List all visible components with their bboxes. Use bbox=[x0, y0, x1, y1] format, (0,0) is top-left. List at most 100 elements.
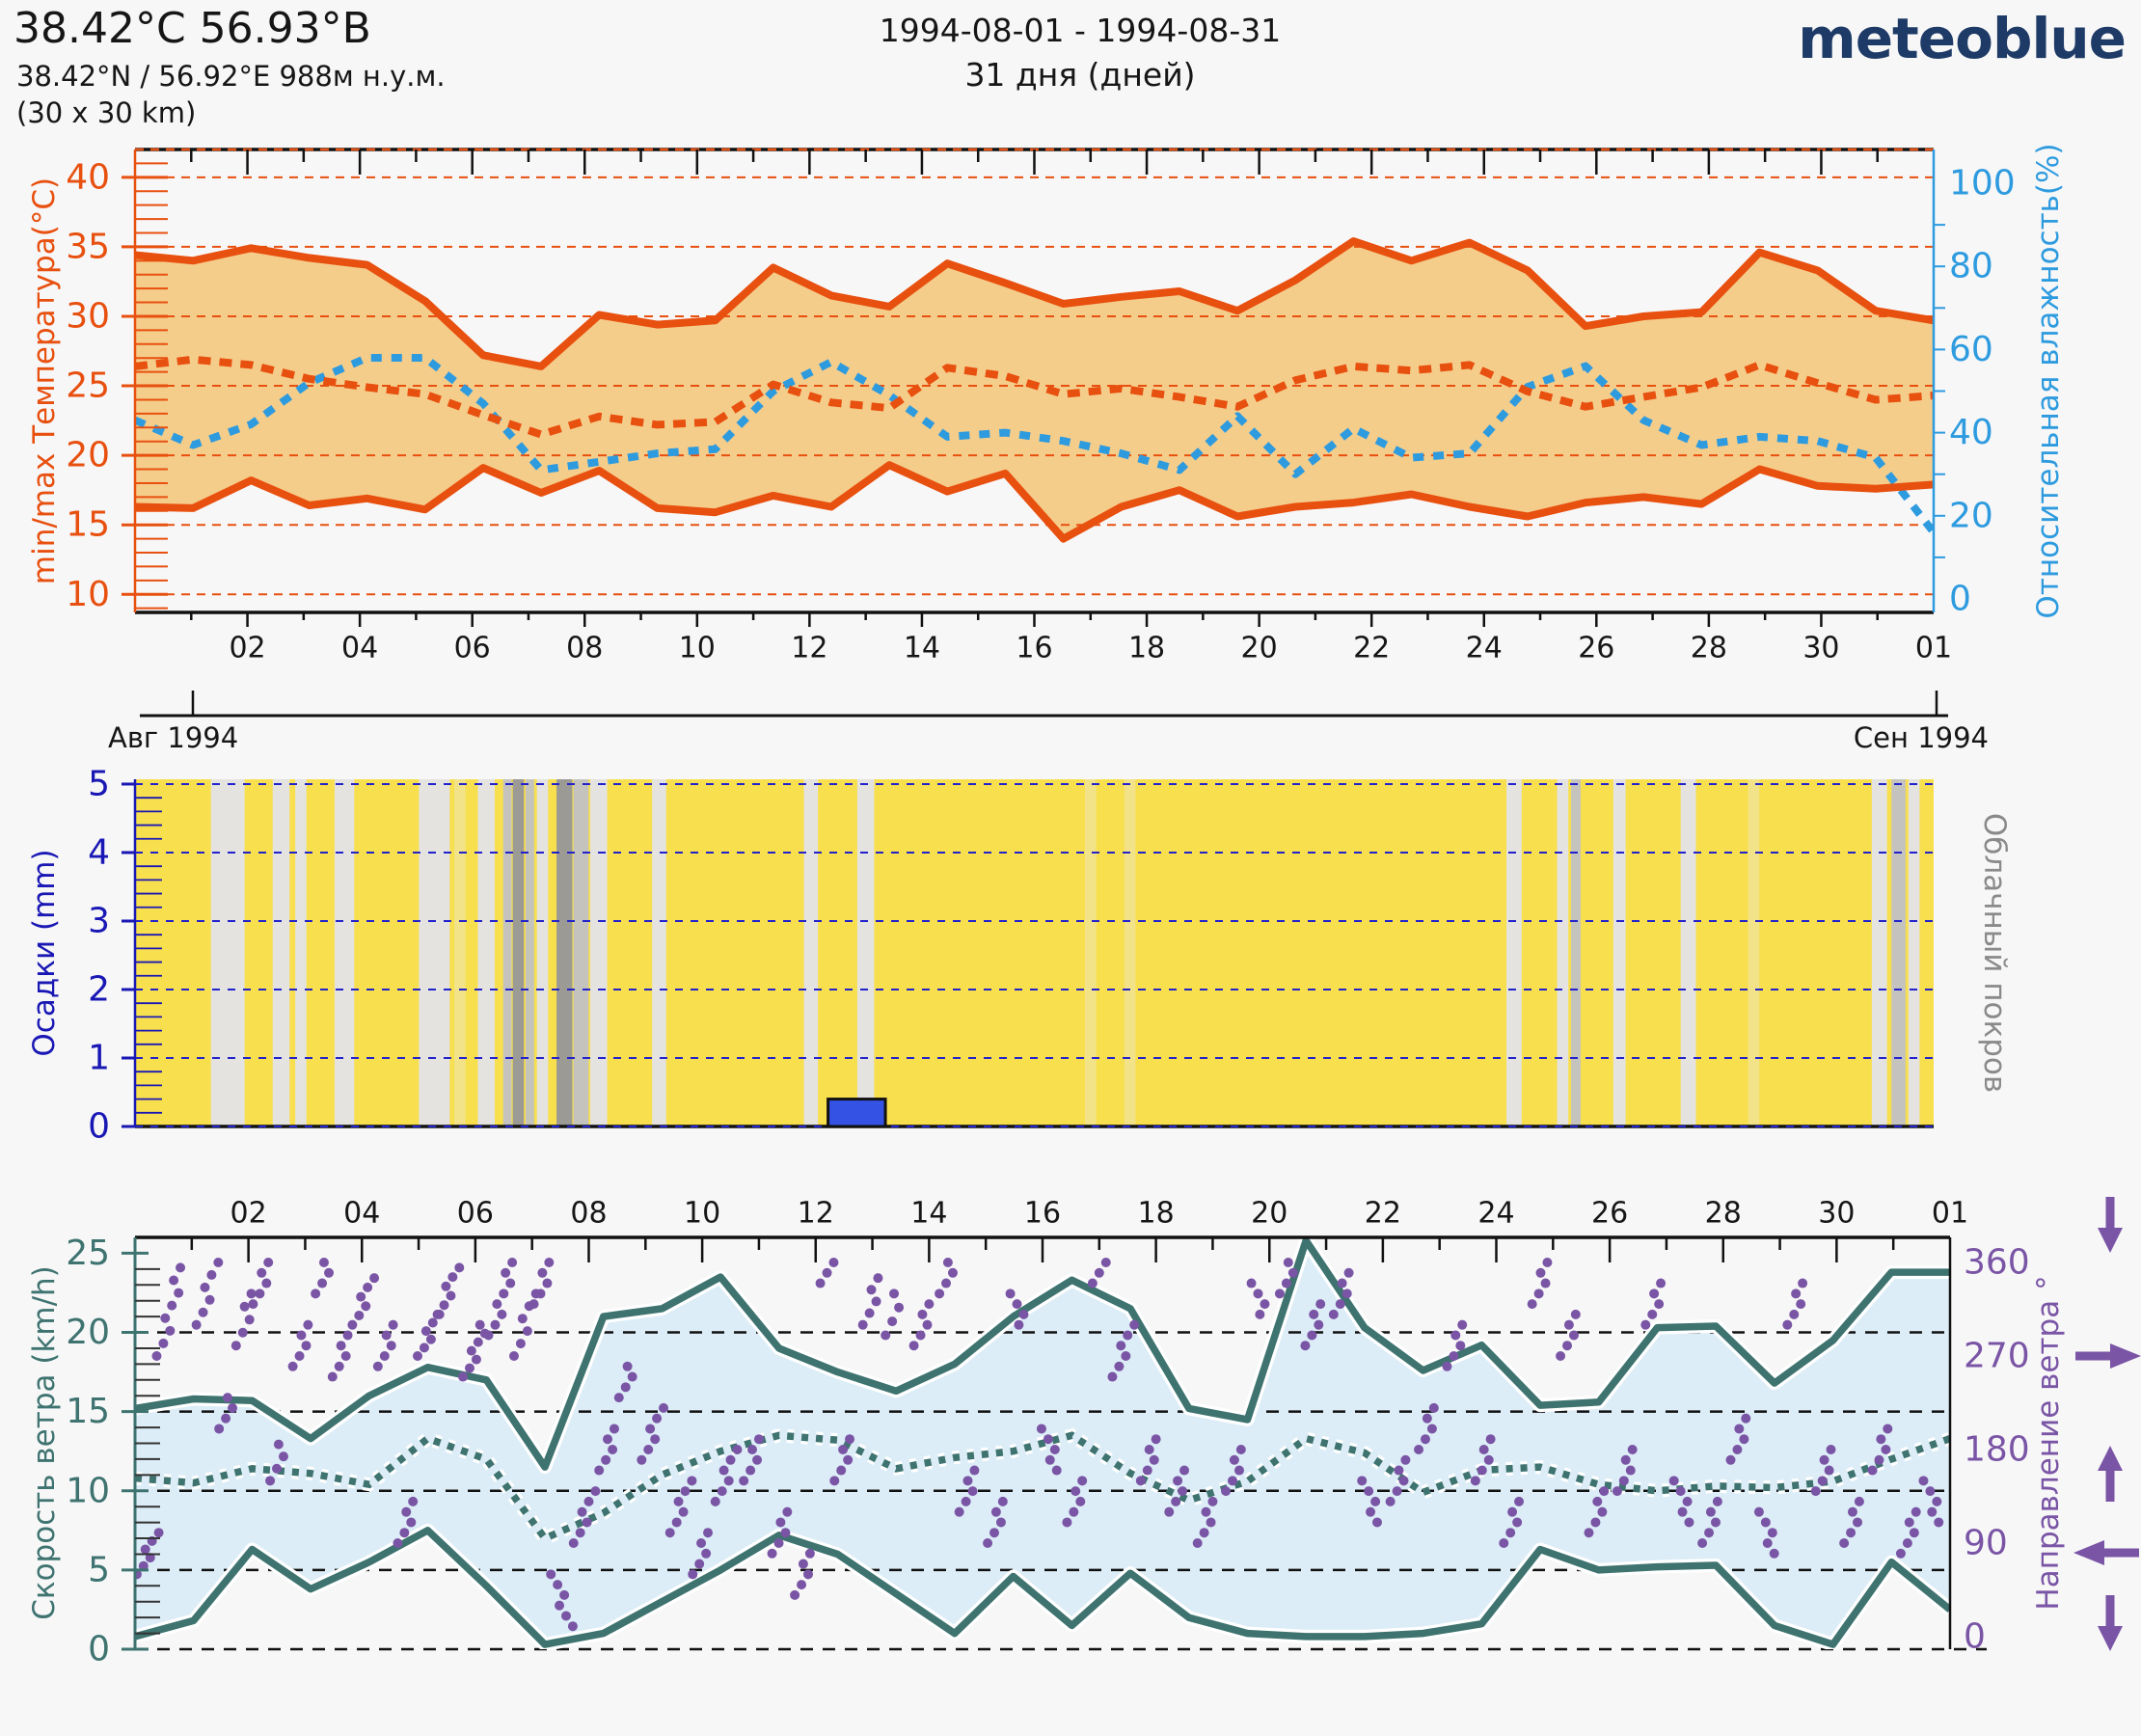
grid-resolution: (30 x 30 km) bbox=[16, 96, 197, 129]
wind-direction-dot bbox=[1173, 1476, 1183, 1486]
wind-direction-dot bbox=[265, 1476, 276, 1486]
wind-direction-dot bbox=[1335, 1299, 1345, 1310]
wind-direction-dot bbox=[544, 1258, 555, 1267]
wind-direction-dot bbox=[688, 1569, 698, 1580]
wind-direction-dot bbox=[678, 1506, 689, 1517]
wind-direction-dot bbox=[1274, 1288, 1285, 1299]
direction-tick-label: 270 bbox=[1964, 1337, 2030, 1376]
wind-direction-dot bbox=[354, 1310, 365, 1320]
wind-direction-dot bbox=[372, 1361, 383, 1371]
wind-direction-dot bbox=[379, 1351, 390, 1361]
wind-direction-dot bbox=[1178, 1486, 1188, 1497]
wind-direction-dot bbox=[1819, 1454, 1829, 1465]
wind-direction-dot bbox=[1129, 1319, 1140, 1330]
cloud-band bbox=[210, 779, 245, 1126]
wind-direction-dot bbox=[1149, 1454, 1159, 1465]
cloud-band bbox=[295, 779, 307, 1126]
wind-direction-dot bbox=[1704, 1528, 1715, 1538]
x-tick-label: 06 bbox=[454, 632, 491, 665]
wind-direction-dot bbox=[1909, 1528, 1919, 1538]
cloud-band bbox=[652, 779, 666, 1126]
wind-direction-dot bbox=[1867, 1465, 1878, 1476]
direction-tick-label: 90 bbox=[1964, 1524, 2008, 1563]
wind-direction-dot bbox=[723, 1476, 734, 1486]
wind-direction-dot bbox=[969, 1465, 980, 1476]
wind-direction-dot bbox=[990, 1506, 1001, 1517]
wind-direction-dot bbox=[1769, 1548, 1779, 1559]
wind-direction-dot bbox=[153, 1528, 164, 1538]
wind-direction-dot bbox=[408, 1496, 419, 1506]
wind-direction-dot bbox=[1563, 1319, 1574, 1330]
wind-direction-dot bbox=[1442, 1361, 1452, 1371]
wind-direction-dot bbox=[1535, 1267, 1546, 1278]
wind-direction-dot bbox=[1527, 1299, 1537, 1310]
wind-direction-dot bbox=[1151, 1434, 1161, 1445]
wind-direction-dot bbox=[165, 1325, 176, 1336]
wind-direction-dot bbox=[717, 1486, 727, 1497]
wind-direction-dot bbox=[388, 1319, 398, 1330]
temp-tick-label: 10 bbox=[66, 575, 110, 614]
wind-direction-dot bbox=[1507, 1506, 1518, 1517]
wind-direction-dot bbox=[1927, 1506, 1938, 1517]
wind-direction-dot bbox=[1854, 1496, 1864, 1506]
wind-direction-dot bbox=[1798, 1278, 1808, 1288]
wind-direction-dot bbox=[1309, 1309, 1319, 1319]
location-coordinates: 38.42°N / 56.92°E 988м н.у.м. bbox=[16, 60, 446, 93]
wind-direction-dot bbox=[499, 1288, 509, 1299]
wind-tick-label: 10 bbox=[66, 1471, 110, 1510]
wind-direction-dot bbox=[583, 1496, 594, 1506]
wind-direction-dot bbox=[1817, 1476, 1828, 1486]
wind-direction-dot bbox=[627, 1371, 637, 1382]
cloud-band bbox=[536, 779, 549, 1126]
wind-direction-dot bbox=[1485, 1434, 1496, 1445]
wind-direction-dot bbox=[327, 1371, 338, 1382]
wind-direction-dot bbox=[1732, 1445, 1743, 1454]
x-tick-label: 18 bbox=[1128, 632, 1165, 665]
wind-direction-dot bbox=[838, 1445, 849, 1454]
date-range: 1994-08-01 - 1994-08-31 bbox=[879, 12, 1282, 49]
x-tick-label: 14 bbox=[910, 1197, 947, 1231]
precip-tick-label: 1 bbox=[88, 1038, 110, 1077]
wind-direction-dot bbox=[1876, 1434, 1886, 1445]
cloud-band bbox=[502, 779, 512, 1126]
wind-direction-dot bbox=[1179, 1465, 1190, 1476]
wind-direction-dot bbox=[1228, 1476, 1238, 1486]
wind-direction-dot bbox=[246, 1288, 257, 1299]
cloud-band bbox=[1124, 779, 1136, 1126]
wind-direction-dot bbox=[1246, 1278, 1257, 1288]
wind-direction-dot bbox=[381, 1330, 392, 1341]
wind-direction-dot bbox=[1514, 1496, 1525, 1506]
wind-direction-dot bbox=[420, 1326, 431, 1337]
wind-direction-dot bbox=[745, 1465, 756, 1476]
wind-direction-dot bbox=[301, 1341, 312, 1351]
wind-direction-dot bbox=[1599, 1486, 1610, 1497]
wind-direction-dot bbox=[542, 1278, 553, 1288]
wind-direction-arrow-head bbox=[2110, 1343, 2141, 1369]
wind-direction-dot bbox=[804, 1548, 815, 1559]
x-tick-label: 01 bbox=[1932, 1197, 1968, 1231]
wind-direction-dot bbox=[432, 1309, 443, 1319]
wind-direction-dot bbox=[287, 1361, 298, 1371]
wind-direction-dot bbox=[997, 1496, 1008, 1506]
x-tick-label: 08 bbox=[566, 632, 603, 665]
wind-direction-dot bbox=[1014, 1319, 1024, 1330]
x-tick-label: 24 bbox=[1466, 632, 1503, 665]
wind-direction-dot bbox=[590, 1486, 601, 1497]
wind-direction-dot bbox=[255, 1288, 265, 1299]
wind-direction-dot bbox=[947, 1267, 958, 1278]
wind-direction-dot bbox=[145, 1553, 155, 1563]
wind-direction-dot bbox=[206, 1269, 217, 1280]
axis-label-temperature: min/max Температура(°C) bbox=[27, 176, 62, 585]
cloud-band bbox=[334, 779, 355, 1126]
wind-direction-dot bbox=[1283, 1258, 1293, 1267]
wind-direction-dot bbox=[553, 1580, 563, 1590]
wind-direction-dot bbox=[386, 1341, 396, 1351]
cloud-band bbox=[1613, 779, 1626, 1126]
wind-direction-dot bbox=[650, 1434, 661, 1445]
x-tick-label: 01 bbox=[1915, 632, 1952, 665]
meteoblue-logo[interactable]: meteoblue bbox=[1798, 6, 2127, 71]
wind-direction-dot bbox=[1791, 1288, 1802, 1299]
wind-direction-dot bbox=[140, 1544, 150, 1555]
x-tick-label: 22 bbox=[1365, 1197, 1401, 1231]
